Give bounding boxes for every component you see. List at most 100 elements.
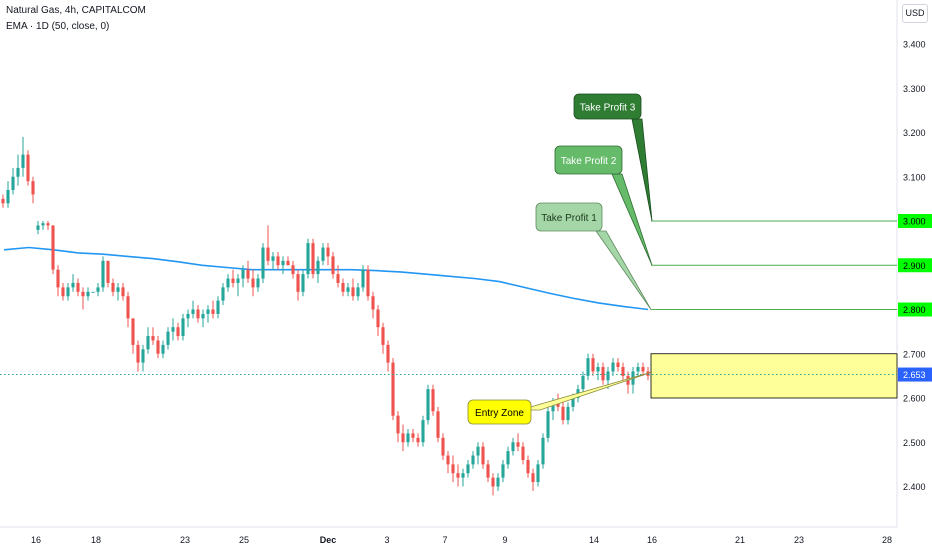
candle-body [146, 336, 150, 350]
candle [191, 300, 195, 319]
candle [276, 251, 280, 270]
candle [566, 402, 570, 425]
candle [386, 340, 390, 372]
symbol-legend: Natural Gas, 4h, CAPITALCOM [6, 5, 146, 16]
x-tick-label: 21 [735, 535, 745, 545]
candle [141, 344, 145, 372]
candle [201, 309, 205, 328]
candle-body [636, 367, 640, 372]
candle-body [561, 406, 565, 421]
candle [406, 428, 410, 447]
candle-body [136, 344, 140, 363]
take-profit-2-price-label: 2.900 [903, 261, 926, 271]
candle-body [641, 367, 645, 372]
take-profit-1-callout [535, 202, 603, 232]
candle-body [261, 247, 265, 279]
candle-body [276, 256, 280, 266]
current-price-label: 2.653 [903, 370, 926, 380]
candle-body [501, 464, 505, 478]
y-tick-label: 2.400 [903, 482, 926, 492]
candle [131, 318, 135, 354]
x-tick-label: 9 [502, 535, 507, 545]
candle [161, 340, 165, 359]
x-tick-label: 25 [239, 535, 249, 545]
candle-body [326, 247, 330, 257]
candle-body [171, 327, 175, 332]
candle-body [376, 309, 380, 328]
candle-body [1, 198, 5, 204]
candle-body [316, 260, 320, 275]
candle [481, 442, 485, 469]
candle [181, 313, 185, 341]
candle-body [401, 433, 405, 443]
take-profit-1-callout-pointer [595, 230, 652, 310]
x-tick-label: 16 [31, 535, 41, 545]
candle-body [236, 278, 240, 283]
candle-body [81, 291, 85, 297]
x-tick-label: 23 [180, 535, 190, 545]
candle [166, 327, 170, 350]
candle-body [211, 309, 215, 314]
candle [466, 459, 470, 478]
candle [631, 367, 635, 394]
candle [366, 265, 370, 301]
candle [226, 274, 230, 292]
candle-body [546, 411, 550, 438]
candle-body [321, 247, 325, 261]
candle-body [526, 459, 530, 474]
candle-body [46, 223, 50, 226]
candle [341, 278, 345, 297]
candle-body [231, 278, 235, 283]
candle [391, 358, 395, 421]
candle [206, 305, 210, 323]
candle-body [381, 327, 385, 345]
candle [216, 296, 220, 319]
candle-body [336, 274, 340, 283]
candle [616, 358, 620, 372]
candle-body [571, 398, 575, 407]
currency-button[interactable]: USD [902, 4, 928, 23]
candle [486, 459, 490, 483]
candle-body [281, 260, 285, 266]
candle [36, 221, 40, 235]
candle [316, 256, 320, 283]
entry-zone-callout-pointer [519, 371, 653, 411]
candle-body [151, 336, 155, 341]
candle [236, 274, 240, 297]
candle-body [221, 287, 225, 301]
take-profit-2-callout-label: Take Profit 2 [561, 156, 617, 167]
candle-body [36, 225, 40, 230]
y-tick-label: 3.400 [903, 40, 926, 50]
y-tick-label: 2.500 [903, 438, 926, 448]
candle [536, 459, 540, 487]
candle [446, 451, 450, 474]
candle [66, 282, 70, 301]
candle-body [491, 477, 495, 487]
candle [541, 433, 545, 469]
candle [11, 167, 15, 195]
candle [136, 340, 140, 372]
candle [96, 282, 100, 297]
candle-body [516, 442, 520, 447]
candle-body [346, 287, 350, 292]
candle-body [301, 274, 305, 292]
candle [261, 243, 265, 283]
candle-body [6, 190, 10, 204]
candle [101, 256, 105, 292]
candle-body [461, 473, 465, 478]
take-profit-2-callout [554, 145, 623, 175]
candle-body [421, 420, 425, 443]
candle [471, 451, 475, 469]
candle-body [226, 278, 230, 288]
take-profit-3-price-tag [898, 214, 932, 228]
candle-body [181, 318, 185, 337]
take-profit-1-price-tag [898, 302, 932, 317]
candle [526, 455, 530, 478]
candle [91, 291, 95, 293]
candle-body [356, 287, 360, 297]
candle [596, 362, 600, 381]
candle-body [551, 402, 555, 412]
candle [636, 362, 640, 376]
candle [381, 322, 385, 354]
